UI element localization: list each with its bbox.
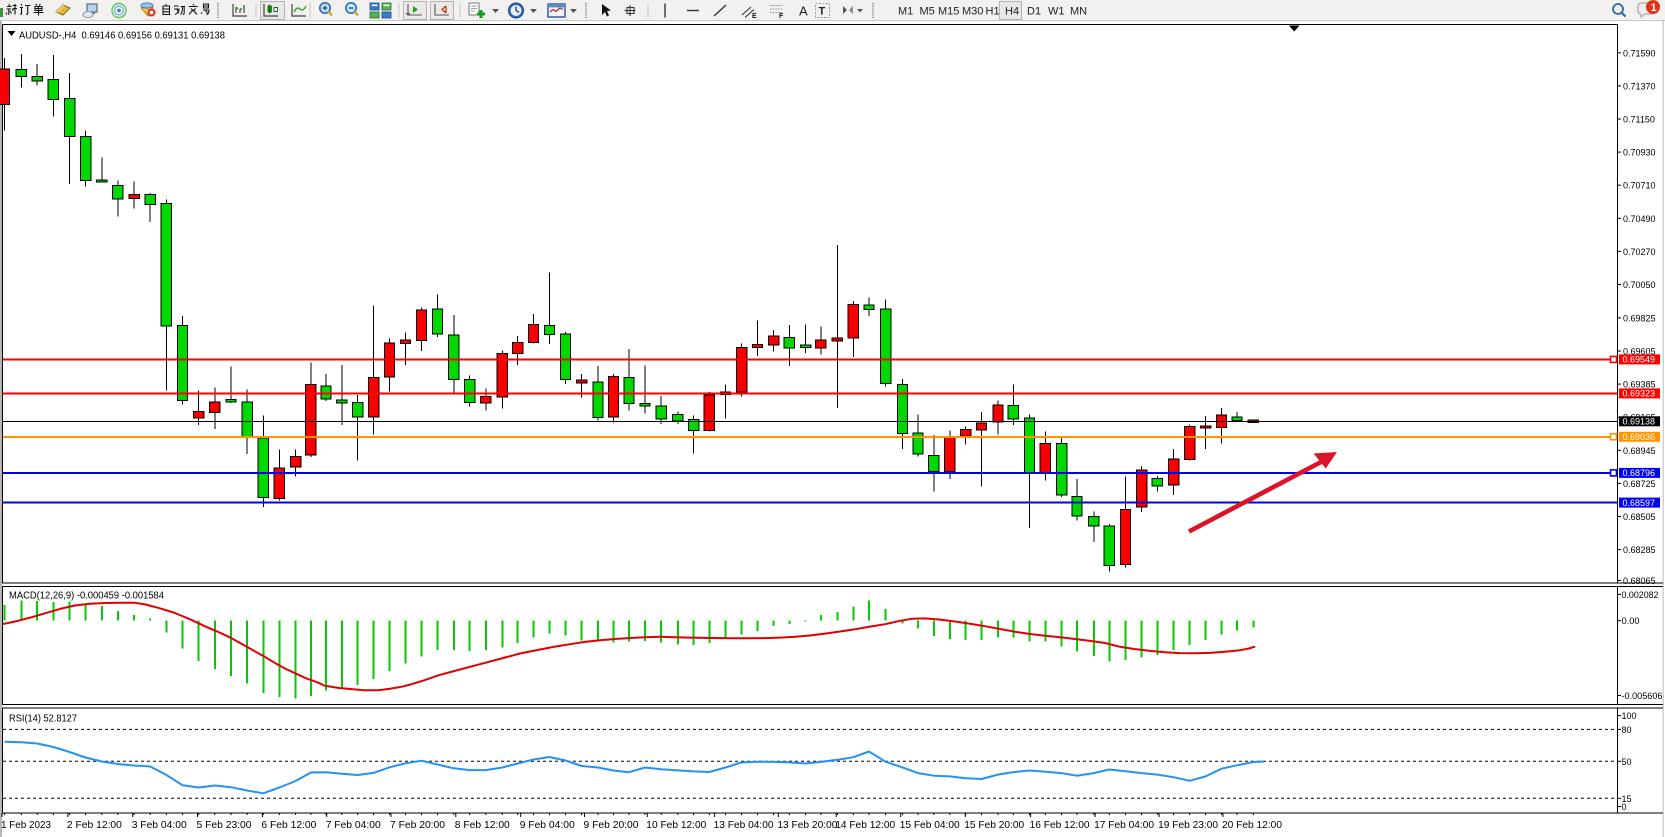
svg-text:0.68597: 0.68597 (1623, 498, 1656, 508)
svg-text:0.69036: 0.69036 (1623, 432, 1656, 442)
svg-text:20 Feb 12:00: 20 Feb 12:00 (1222, 819, 1282, 831)
svg-text:M5: M5 (920, 6, 935, 18)
svg-text:100: 100 (1622, 711, 1637, 721)
svg-text:E: E (752, 13, 757, 20)
svg-text:50: 50 (1622, 757, 1632, 767)
svg-text:M15: M15 (938, 6, 959, 18)
svg-text:0.71150: 0.71150 (1623, 115, 1655, 125)
svg-text:14 Feb 12:00: 14 Feb 12:00 (835, 819, 895, 831)
svg-text:19 Feb 23:00: 19 Feb 23:00 (1158, 819, 1218, 831)
svg-text:1 Feb 2023: 1 Feb 2023 (1, 819, 51, 831)
svg-text:A: A (799, 4, 808, 19)
svg-text:0.00: 0.00 (1622, 616, 1640, 626)
svg-text:10 Feb 12:00: 10 Feb 12:00 (646, 819, 706, 831)
svg-text:15 Feb 04:00: 15 Feb 04:00 (900, 819, 960, 831)
svg-text:5 Feb 23:00: 5 Feb 23:00 (197, 819, 252, 831)
svg-text:6 Feb 12:00: 6 Feb 12:00 (261, 819, 316, 831)
svg-text:0: 0 (1622, 802, 1627, 812)
svg-text:MN: MN (1070, 6, 1087, 18)
svg-text:0.68945: 0.68945 (1623, 446, 1656, 456)
svg-text:0.68796: 0.68796 (1623, 468, 1656, 478)
svg-text:H4: H4 (1005, 6, 1019, 18)
svg-text:7 Feb 04:00: 7 Feb 04:00 (326, 819, 381, 831)
svg-text:W1: W1 (1048, 6, 1065, 18)
svg-text:9 Feb 04:00: 9 Feb 04:00 (520, 819, 575, 831)
svg-text:1: 1 (1651, 2, 1657, 14)
svg-text:17 Feb 04:00: 17 Feb 04:00 (1094, 819, 1154, 831)
svg-text:13 Feb 04:00: 13 Feb 04:00 (714, 819, 774, 831)
svg-text:80: 80 (1622, 725, 1632, 735)
svg-text:0.70490: 0.70490 (1623, 214, 1656, 224)
svg-text:0.69825: 0.69825 (1623, 313, 1656, 323)
svg-text:0.68505: 0.68505 (1623, 512, 1656, 522)
svg-text:0.69323: 0.69323 (1623, 389, 1656, 399)
svg-text:0.68285: 0.68285 (1623, 545, 1656, 555)
svg-text:2 Feb 12:00: 2 Feb 12:00 (67, 819, 122, 831)
svg-text:H1: H1 (986, 6, 1000, 18)
svg-text:D1: D1 (1027, 6, 1041, 18)
svg-text:0.69605: 0.69605 (1623, 347, 1656, 357)
svg-text:16 Feb 12:00: 16 Feb 12:00 (1030, 819, 1090, 831)
svg-text:0.68725: 0.68725 (1623, 479, 1656, 489)
svg-text:15: 15 (1622, 794, 1632, 804)
svg-text:RSI(14) 52.8127: RSI(14) 52.8127 (9, 714, 77, 725)
svg-text:7 Feb 20:00: 7 Feb 20:00 (390, 819, 445, 831)
svg-text:AUDUSD-,H4 0.69146 0.69156 0.: AUDUSD-,H4 0.69146 0.69156 0.69131 0.691… (19, 30, 225, 42)
svg-text:-0.005606: -0.005606 (1622, 691, 1663, 701)
svg-text:MACD(12,26,9) -0.000459 -0.001: MACD(12,26,9) -0.000459 -0.001584 (9, 591, 164, 602)
svg-text:0.70710: 0.70710 (1623, 181, 1656, 191)
svg-text:0.71370: 0.71370 (1623, 81, 1656, 91)
svg-text:0.69549: 0.69549 (1623, 355, 1656, 365)
svg-text:0.70930: 0.70930 (1623, 148, 1656, 158)
svg-text:13 Feb 20:00: 13 Feb 20:00 (777, 819, 837, 831)
svg-text:M1: M1 (898, 6, 913, 18)
svg-text:F: F (779, 13, 784, 20)
svg-text:8 Feb 12:00: 8 Feb 12:00 (455, 819, 510, 831)
svg-text:M30: M30 (962, 6, 983, 18)
svg-text:15 Feb 20:00: 15 Feb 20:00 (964, 819, 1024, 831)
svg-text:0.69138: 0.69138 (1623, 417, 1656, 427)
svg-text:0.70050: 0.70050 (1623, 280, 1656, 290)
svg-text:0.69385: 0.69385 (1623, 380, 1656, 390)
svg-text:0.002082: 0.002082 (1622, 590, 1659, 600)
svg-text:9 Feb 20:00: 9 Feb 20:00 (584, 819, 639, 831)
svg-text:0.68065: 0.68065 (1623, 576, 1656, 586)
svg-text:3 Feb 04:00: 3 Feb 04:00 (132, 819, 187, 831)
svg-text:T: T (819, 6, 826, 18)
svg-text:0.71590: 0.71590 (1623, 48, 1656, 58)
svg-text:0.70270: 0.70270 (1623, 247, 1656, 257)
